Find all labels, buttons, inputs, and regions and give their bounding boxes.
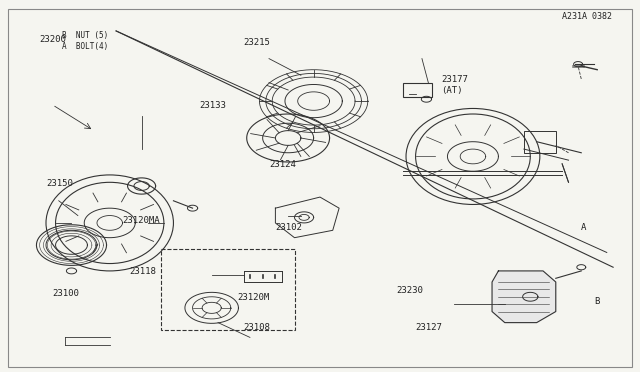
Text: B  NUT (5): B NUT (5) (62, 31, 108, 40)
Text: 23118: 23118 (129, 267, 156, 276)
Text: 23133: 23133 (199, 101, 226, 110)
Polygon shape (492, 271, 556, 323)
Text: 23102: 23102 (275, 223, 302, 232)
Text: 23100: 23100 (52, 289, 79, 298)
Text: 23127: 23127 (415, 323, 442, 331)
Text: 23150: 23150 (46, 179, 73, 187)
Text: B: B (594, 297, 600, 306)
Text: A231A 0382: A231A 0382 (562, 13, 612, 22)
Text: 23230: 23230 (396, 286, 423, 295)
Text: 23200: 23200 (40, 35, 67, 44)
Text: 23108: 23108 (244, 323, 271, 331)
Text: 23120MA: 23120MA (122, 215, 160, 225)
Text: 23124: 23124 (269, 160, 296, 169)
Text: 23215: 23215 (244, 38, 271, 47)
Text: 23177
(AT): 23177 (AT) (441, 75, 468, 94)
Text: 23120M: 23120M (237, 293, 269, 302)
Text: A  BOLT(4): A BOLT(4) (62, 42, 108, 51)
Text: A: A (581, 223, 587, 232)
